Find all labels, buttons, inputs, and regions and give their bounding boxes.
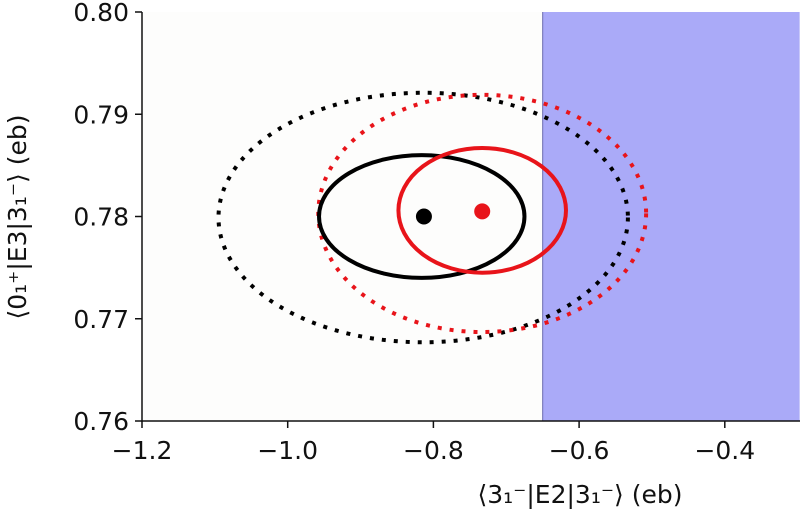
x-tick-label: −1.0 bbox=[257, 436, 318, 465]
point-red bbox=[474, 203, 491, 220]
x-axis: −1.2 −1.0 −0.8 −0.6 −0.4 bbox=[112, 421, 755, 465]
ellipse-black-2sigma bbox=[216, 90, 630, 345]
y-tick-label: 0.78 bbox=[73, 203, 129, 232]
y-axis-label: ⟨0₁⁺|E3|3₁⁻⟩ (eb) bbox=[3, 114, 32, 319]
y-axis: 0.76 0.77 0.78 0.79 0.80 bbox=[73, 0, 142, 436]
x-tick-label: −1.2 bbox=[112, 436, 173, 465]
y-tick-label: 0.80 bbox=[73, 0, 129, 27]
y-tick-label: 0.76 bbox=[73, 407, 129, 436]
x-axis-label: ⟨3₁⁻|E2|3₁⁻⟩ (eb) bbox=[477, 480, 682, 509]
shaded-region bbox=[542, 12, 800, 421]
x-tick-label: −0.4 bbox=[694, 436, 755, 465]
y-tick-label: 0.77 bbox=[73, 305, 129, 334]
y-tick-label: 0.79 bbox=[73, 100, 129, 129]
ellipse-red-1sigma bbox=[396, 145, 568, 275]
x-tick-label: −0.8 bbox=[403, 436, 464, 465]
point-black bbox=[415, 208, 432, 225]
plot-area bbox=[141, 12, 800, 422]
x-tick-label: −0.6 bbox=[549, 436, 610, 465]
ellipse-black-1sigma bbox=[317, 153, 527, 280]
